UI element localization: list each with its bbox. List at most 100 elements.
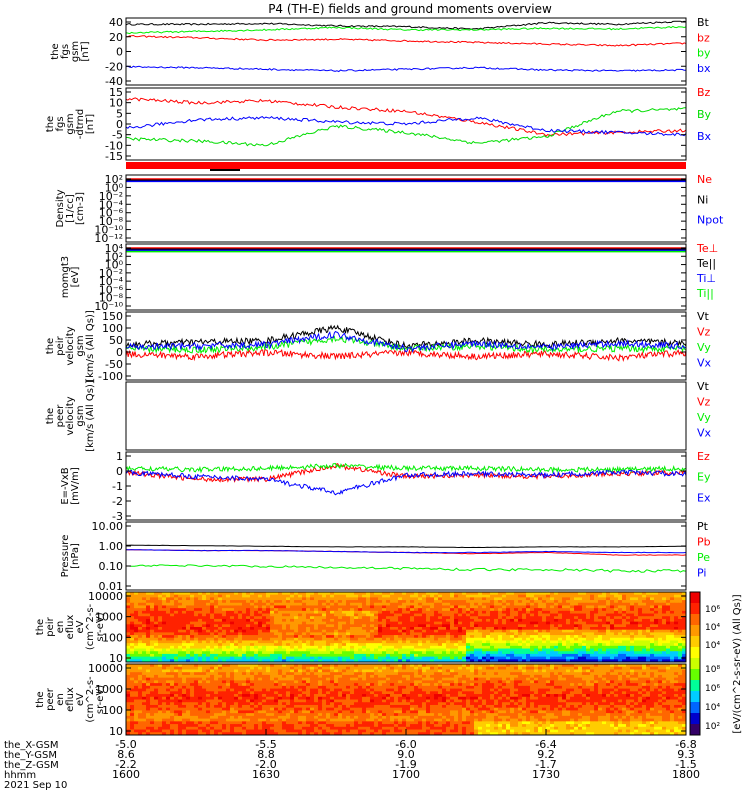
heatmap-cell <box>170 621 175 625</box>
heatmap-cell <box>434 602 439 606</box>
heatmap-cell <box>234 680 239 684</box>
heatmap-cell <box>230 613 235 617</box>
heatmap-cell <box>382 632 387 636</box>
heatmap-cell <box>442 600 447 604</box>
heatmap-cell <box>498 635 503 639</box>
heatmap-cell <box>222 605 227 609</box>
heatmap-cell <box>150 643 155 647</box>
heatmap-cell <box>442 669 447 673</box>
heatmap-cell <box>258 613 263 617</box>
heatmap-cell <box>282 624 287 628</box>
heatmap-cell <box>546 666 551 670</box>
heatmap-cell <box>282 597 287 601</box>
heatmap-cell <box>314 621 319 625</box>
heatmap-cell <box>194 594 199 598</box>
heatmap-cell <box>250 600 255 604</box>
heatmap-cell <box>578 610 583 614</box>
heatmap-cell <box>198 594 203 598</box>
heatmap-cell <box>362 597 367 601</box>
heatmap-cell <box>350 656 355 660</box>
heatmap-cell <box>166 605 171 609</box>
heatmap-cell <box>322 597 327 601</box>
heatmap-cell <box>514 664 519 668</box>
heatmap-cell <box>582 643 587 647</box>
heatmap-cell <box>582 677 587 681</box>
heatmap-cell <box>418 627 423 631</box>
heatmap-cell <box>478 664 483 668</box>
heatmap-cell <box>294 592 299 596</box>
heatmap-cell <box>490 600 495 604</box>
heatmap-cell <box>366 645 371 649</box>
heatmap-cell <box>354 666 359 670</box>
heatmap-cell <box>678 674 683 679</box>
heatmap-cell <box>522 613 527 617</box>
heatmap-cell <box>654 656 659 660</box>
heatmap-cell <box>510 602 515 606</box>
heatmap-cell <box>154 635 159 639</box>
heatmap-cell <box>670 635 675 639</box>
heatmap-cell <box>506 637 511 641</box>
heatmap-cell <box>422 666 427 670</box>
heatmap-cell <box>290 618 295 623</box>
heatmap-cell <box>286 672 291 676</box>
heatmap-cell <box>494 666 499 670</box>
heatmap-cell <box>598 600 603 604</box>
heatmap-cell <box>262 643 267 647</box>
heatmap-cell <box>190 683 195 687</box>
panel-peer-velocity-ylabel-line: gsm <box>75 405 86 426</box>
heatmap-cell <box>346 680 351 684</box>
heatmap-cell <box>162 610 167 614</box>
panel-pressure-tick-label: 1.00 <box>99 540 124 553</box>
heatmap-cell <box>442 672 447 676</box>
heatmap-cell <box>202 627 207 631</box>
heatmap-cell <box>670 624 675 628</box>
heatmap-cell <box>378 653 383 658</box>
heatmap-cell <box>546 592 551 596</box>
heatmap-cell <box>606 624 611 628</box>
heatmap-cell <box>230 643 235 647</box>
heatmap-cell <box>318 643 323 647</box>
heatmap-cell <box>430 594 435 598</box>
heatmap-cell <box>142 659 147 663</box>
heatmap-cell <box>642 640 647 644</box>
heatmap-cell <box>666 594 671 598</box>
heatmap-cell <box>662 680 667 684</box>
heatmap-cell <box>614 613 619 617</box>
heatmap-cell <box>150 621 155 625</box>
heatmap-cell <box>234 600 239 604</box>
heatmap-cell <box>406 613 411 617</box>
heatmap-cell <box>518 608 523 612</box>
heatmap-cell <box>594 608 599 612</box>
heatmap-cell <box>566 616 571 620</box>
heatmap-cell <box>518 605 523 609</box>
heatmap-cell <box>486 597 491 601</box>
heatmap-cell <box>578 635 583 639</box>
heatmap-cell <box>446 645 451 649</box>
heatmap-cell <box>578 594 583 598</box>
heatmap-cell <box>582 680 587 684</box>
series-line-bx <box>125 65 687 73</box>
heatmap-cell <box>290 683 295 687</box>
heatmap-cell <box>294 664 299 668</box>
heatmap-cell <box>302 635 307 639</box>
heatmap-cell <box>266 627 271 631</box>
heatmap-cell <box>206 643 211 647</box>
heatmap-cell <box>218 621 223 625</box>
heatmap-cell <box>642 656 647 660</box>
heatmap-cell <box>454 632 459 636</box>
heatmap-cell <box>438 640 443 644</box>
heatmap-cell <box>662 648 667 652</box>
heatmap-cell <box>490 674 495 679</box>
heatmap-cell <box>526 592 531 596</box>
heatmap-cell <box>646 627 651 631</box>
heatmap-cell <box>550 629 555 633</box>
heatmap-cell <box>390 669 395 673</box>
heatmap-cell <box>222 600 227 604</box>
heatmap-cell <box>266 605 271 609</box>
heatmap-cell <box>482 659 487 663</box>
heatmap-cell <box>178 632 183 636</box>
heatmap-cell <box>406 640 411 644</box>
heatmap-cell <box>382 648 387 652</box>
heatmap-cell <box>654 592 659 596</box>
heatmap-cell <box>646 672 651 676</box>
